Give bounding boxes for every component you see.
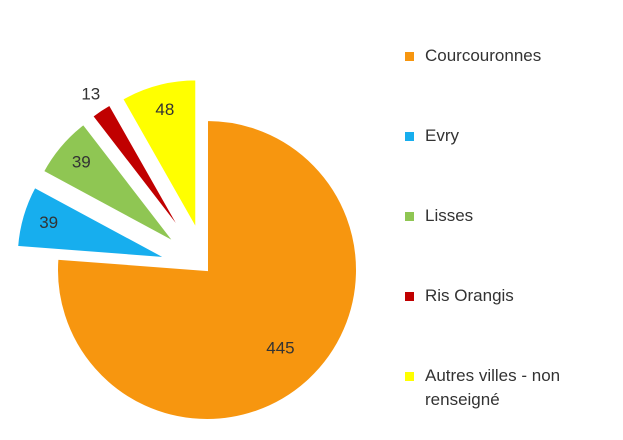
pie-slice xyxy=(90,103,185,236)
chart: 445 39 39 13 48 xyxy=(16,78,358,421)
legend-label: Autres villes - non renseigné xyxy=(425,366,561,409)
legend-label: Evry xyxy=(425,126,459,145)
data-label: 39 xyxy=(72,153,91,172)
legend-label: Ris Orangis xyxy=(425,286,514,305)
legend-item: Autres villes - non renseigné xyxy=(405,360,620,440)
page: {"chart_data": {"type": "pie", "categori… xyxy=(16,46,561,421)
legend-item: Courcouronnes xyxy=(405,40,620,120)
legend-swatch xyxy=(405,292,414,301)
data-label: 39 xyxy=(39,213,58,232)
legend-swatch xyxy=(405,212,414,221)
data-label: 445 xyxy=(266,339,294,358)
legend-item: Ris Orangis xyxy=(405,280,620,360)
legend-swatch xyxy=(405,372,414,381)
pie-slice xyxy=(56,118,358,421)
legend-swatch xyxy=(405,132,414,141)
legend-label: Courcouronnes xyxy=(425,46,542,65)
legend-item: Lisses xyxy=(405,200,620,280)
pie-slice xyxy=(16,185,168,260)
legend-item: Evry xyxy=(405,120,620,200)
legend: Courcouronnes Evry Lisses Ris Orangis Autres… xyxy=(405,40,620,440)
legend-swatch xyxy=(405,52,414,61)
data-label: 13 xyxy=(81,85,100,104)
legend-label: Lisses xyxy=(425,206,474,225)
data-label: 48 xyxy=(155,100,174,119)
pie-slice xyxy=(41,122,176,244)
pie-slice xyxy=(120,78,198,234)
